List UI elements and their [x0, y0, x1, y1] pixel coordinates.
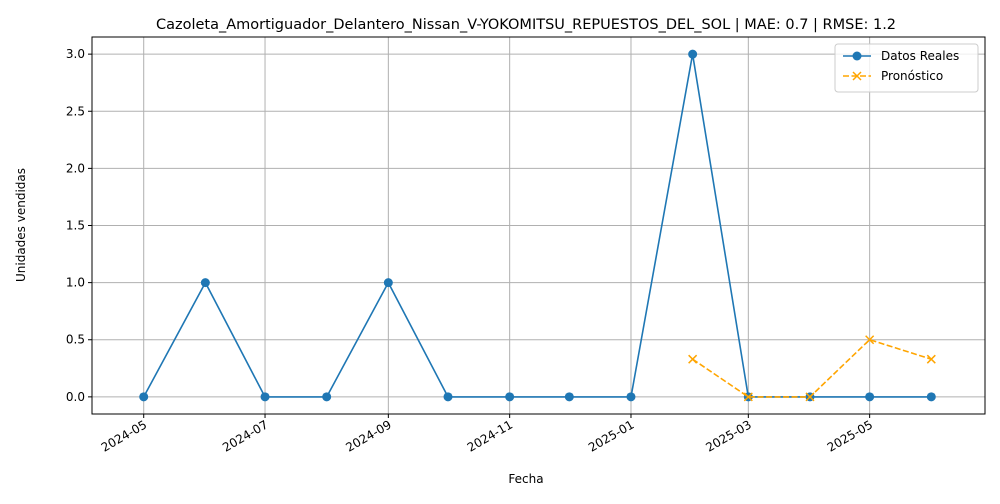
legend-label: Pronóstico: [881, 69, 943, 83]
x-tick-label: 2024-09: [343, 417, 393, 454]
x-tick-label: 2025-01: [586, 417, 636, 454]
series-forecast: [688, 335, 936, 402]
x-axis-label: Fecha: [508, 472, 543, 486]
data-point: [805, 392, 815, 402]
x-tick-label: 2024-11: [465, 417, 515, 454]
y-tick-label: 1.0: [66, 276, 85, 290]
legend-marker: [852, 51, 862, 61]
data-point: [926, 392, 936, 402]
series-line: [692, 338, 932, 398]
series-line: [142, 53, 932, 398]
data-point: [926, 354, 936, 364]
data-point: [383, 278, 393, 288]
legend-label: Datos Reales: [881, 49, 959, 63]
y-axis-label: Unidades vendidas: [14, 168, 28, 282]
x-tick-label: 2025-03: [703, 417, 753, 454]
data-point: [505, 392, 515, 402]
data-point: [564, 392, 574, 402]
data-point: [260, 392, 270, 402]
data-point: [865, 392, 875, 402]
data-point: [626, 392, 636, 402]
y-tick-label: 1.5: [66, 219, 85, 233]
data-point: [743, 392, 753, 402]
data-point: [688, 354, 698, 364]
data-point: [322, 392, 332, 402]
data-point: [688, 49, 698, 59]
series-layer: [139, 49, 936, 402]
chart-title: Cazoleta_Amortiguador_Delantero_Nissan_V…: [156, 17, 896, 33]
legend-marker: [852, 71, 862, 81]
y-tick-label: 0.5: [66, 333, 85, 347]
legend-item: Pronóstico: [843, 69, 943, 83]
x-tick-label: 2024-07: [220, 417, 270, 454]
axes: 2024-05 2024-07 2024-09 2024-11 2025-01 2025-…: [66, 47, 875, 455]
legend-item: Datos Reales: [843, 49, 959, 63]
grid: [92, 37, 985, 414]
data-point: [200, 278, 210, 288]
y-tick-label: 0.0: [66, 390, 85, 404]
data-point: [443, 392, 453, 402]
data-point: [139, 392, 149, 402]
legend: Datos Reales Pronóstico: [834, 43, 979, 93]
data-point: [865, 335, 875, 345]
x-tick-label: 2025-05: [825, 417, 875, 454]
y-tick-label: 2.5: [66, 104, 85, 118]
series-actual: [139, 49, 936, 402]
y-tick-label: 3.0: [66, 47, 85, 61]
y-tick-label: 2.0: [66, 161, 85, 175]
x-tick-label: 2024-05: [99, 417, 149, 454]
